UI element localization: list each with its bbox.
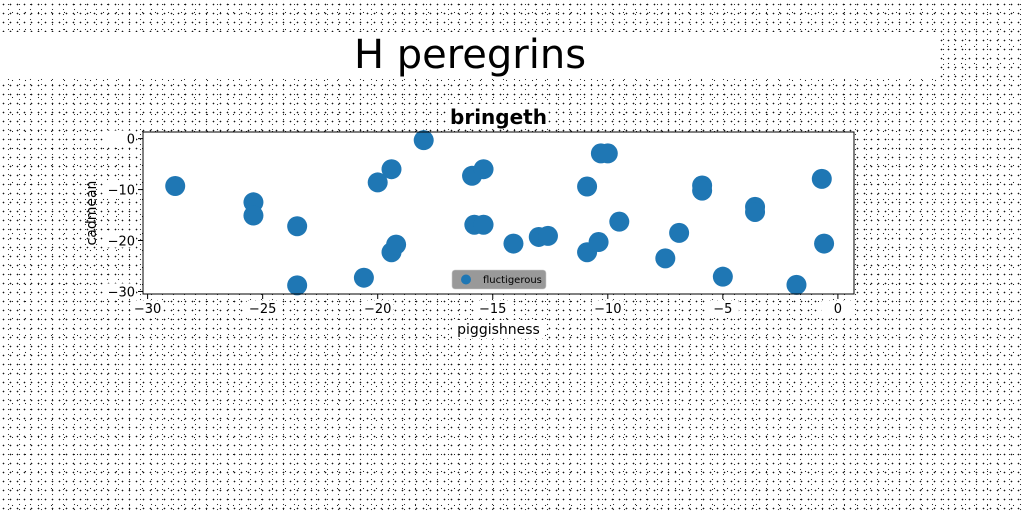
data-point <box>354 268 374 288</box>
data-point <box>165 176 185 196</box>
data-point <box>713 267 733 287</box>
legend-marker <box>461 275 471 285</box>
data-point <box>287 216 307 236</box>
x-tick-label: −15 <box>479 302 506 317</box>
x-axis: −30 −25 −20 −15 −10 −5 0 <box>132 294 854 317</box>
data-point <box>745 202 765 222</box>
data-point <box>589 232 609 252</box>
x-tick-label: 0 <box>834 302 842 317</box>
chart-title: bringeth <box>450 105 547 129</box>
y-axis-label: cadmean <box>84 181 100 246</box>
data-point <box>577 177 597 197</box>
data-point <box>692 181 712 201</box>
data-point <box>243 206 263 226</box>
y-tick-label: −30 <box>108 285 135 300</box>
data-point <box>655 248 675 268</box>
data-point <box>382 159 402 179</box>
legend-label: fluctigerous <box>483 275 542 286</box>
x-axis-label: piggishness <box>457 322 540 338</box>
x-tick-label: −10 <box>594 302 621 317</box>
y-axis: 0 −10 −20 −30 <box>103 131 143 301</box>
y-tick-label: −10 <box>108 184 135 199</box>
legend: fluctigerous <box>452 270 546 289</box>
y-tick-label: 0 <box>127 133 135 148</box>
data-point <box>538 226 558 246</box>
data-point <box>414 130 434 150</box>
data-point <box>598 143 618 163</box>
x-tick-label: −30 <box>134 302 161 317</box>
x-tick-label: −5 <box>713 302 732 317</box>
data-point <box>669 223 689 243</box>
data-point <box>609 212 629 232</box>
data-point <box>786 275 806 295</box>
x-tick-label: −25 <box>249 302 276 317</box>
data-point <box>474 215 494 235</box>
data-point <box>287 275 307 295</box>
data-point <box>814 234 834 254</box>
data-point <box>474 159 494 179</box>
x-tick-label: −20 <box>364 302 391 317</box>
data-point <box>503 234 523 254</box>
data-point <box>812 169 832 189</box>
data-point <box>386 235 406 255</box>
y-tick-label: −20 <box>108 235 135 250</box>
